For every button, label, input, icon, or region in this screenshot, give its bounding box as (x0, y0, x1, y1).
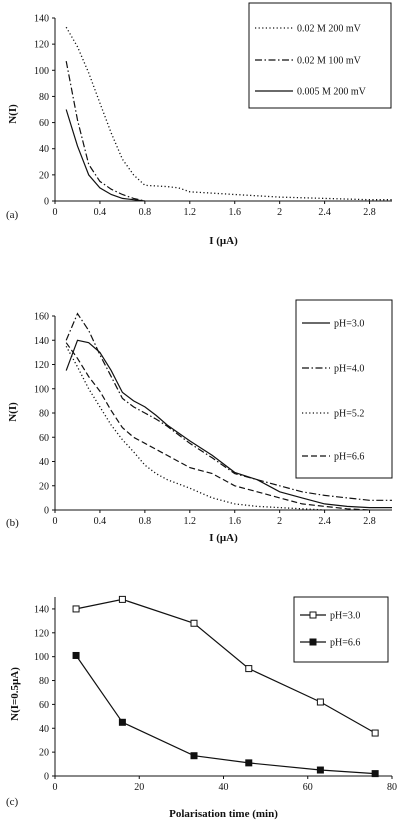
y-axis-label: N(I=0.5μA) (9, 667, 21, 721)
legend: pH=3.0 pH=6.6 (293, 596, 389, 663)
x-tick-label: 2.4 (318, 516, 331, 527)
y-tick-label: 100 (34, 66, 49, 77)
data-point (190, 619, 198, 627)
x-tick-label: 2 (277, 516, 282, 527)
data-point (118, 718, 126, 726)
x-tick-label: 1.2 (184, 207, 197, 218)
x-tick-label: 0 (53, 207, 58, 218)
series-line-3 (65, 109, 145, 202)
x-axis-label: I (μA) (209, 235, 238, 247)
y-tick-label: 100 (34, 652, 49, 663)
x-tick-label: 1.2 (184, 516, 197, 527)
data-point (245, 665, 253, 673)
legend-label: pH=5.2 (334, 409, 364, 420)
data-point (118, 595, 126, 603)
y-tick-label: 120 (34, 628, 49, 639)
x-tick-label: 1.6 (228, 516, 241, 527)
chart-panel-2: 0 20 40 60 80 100 120 140 160 0 0.4 0.8 1.2 1.6 2 2.4 2.… (6, 299, 393, 544)
y-tick-label: 120 (34, 40, 49, 51)
y-tick-label: 160 (34, 312, 49, 323)
x-tick-label: 1.6 (228, 207, 241, 218)
panel-label: (c) (6, 796, 19, 808)
legend-label: pH=6.6 (330, 638, 360, 649)
legend: pH=3.0 pH=4.0 pH=5.2 pH=6.6 (295, 299, 393, 479)
legend-label: pH=3.0 (330, 611, 360, 622)
y-axis-label: N(I) (7, 402, 19, 422)
data-point (371, 770, 379, 778)
data-point (190, 752, 198, 760)
x-tick-label: 0 (53, 782, 58, 793)
legend-label: pH=4.0 (334, 364, 364, 375)
series-line-2 (75, 655, 376, 775)
x-tick-label: 60 (303, 782, 313, 793)
legend-label: 0.02 M 200 mV (297, 24, 362, 35)
chart-panel-3: 0 20 40 60 80 100 120 140 0 20 40 60 80 Polarisation … (6, 595, 397, 820)
x-tick-label: 80 (387, 782, 397, 793)
x-tick-label: 0.8 (139, 207, 152, 218)
series-line-1 (65, 339, 392, 509)
series-line-2 (65, 60, 146, 202)
series-line-3 (65, 345, 325, 511)
x-tick-label: 0 (53, 516, 58, 527)
y-tick-label: 20 (39, 481, 49, 492)
x-tick-label: 2 (277, 207, 282, 218)
data-point (72, 651, 80, 659)
x-tick-label: 0.8 (139, 516, 152, 527)
legend-marker (309, 611, 317, 619)
data-point (245, 759, 253, 767)
y-tick-label: 140 (34, 604, 49, 615)
y-tick-label: 80 (39, 676, 49, 687)
y-tick-label: 0 (44, 506, 49, 517)
y-tick-label: 60 (39, 118, 49, 129)
x-tick-label: 20 (134, 782, 144, 793)
y-tick-label: 40 (39, 724, 49, 735)
series-line-4 (65, 342, 370, 511)
legend-label: pH=3.0 (334, 319, 364, 330)
panel-label: (a) (6, 209, 19, 221)
chart-panel-1: 0 20 40 60 80 100 120 140 0 0.4 0.8 1.2 1.6 2 2.4 2.8 I … (6, 2, 392, 247)
y-axis-label: N(I) (7, 104, 19, 124)
legend: 0.02 M 200 mV 0.02 M 100 mV 0.005 M 200 mV (248, 2, 392, 109)
y-tick-label: 60 (39, 433, 49, 444)
y-tick-label: 0 (44, 197, 49, 208)
legend-marker (309, 638, 317, 646)
legend-box (295, 299, 393, 479)
y-tick-label: 120 (34, 360, 49, 371)
y-tick-label: 20 (39, 170, 49, 181)
legend-label: 0.02 M 100 mV (297, 56, 362, 67)
y-tick-label: 40 (39, 144, 49, 155)
x-tick-label: 2.8 (363, 207, 376, 218)
y-tick-label: 40 (39, 457, 49, 468)
legend-label: pH=6.6 (334, 452, 364, 463)
data-point (316, 698, 324, 706)
x-tick-label: 0.4 (94, 516, 107, 527)
data-point (72, 605, 80, 613)
data-point (316, 766, 324, 774)
y-tick-label: 140 (34, 336, 49, 347)
x-tick-label: 2.8 (363, 516, 376, 527)
y-tick-label: 20 (39, 748, 49, 759)
y-tick-label: 80 (39, 409, 49, 420)
legend-label: 0.005 M 200 mV (297, 87, 367, 98)
series-line-1 (75, 598, 376, 734)
y-tick-label: 0 (44, 772, 49, 783)
y-tick-label: 140 (34, 14, 49, 25)
y-tick-label: 80 (39, 92, 49, 103)
x-axis-label: I (μA) (209, 532, 238, 544)
panel-label: (b) (6, 517, 19, 529)
legend-box (293, 596, 389, 663)
data-point (371, 729, 379, 737)
x-tick-label: 40 (219, 782, 229, 793)
x-axis-label: Polarisation time (min) (169, 808, 278, 820)
y-tick-label: 60 (39, 700, 49, 711)
x-tick-label: 2.4 (318, 207, 331, 218)
y-tick-label: 100 (34, 384, 49, 395)
series-line-2 (65, 312, 392, 501)
x-tick-label: 0.4 (94, 207, 107, 218)
